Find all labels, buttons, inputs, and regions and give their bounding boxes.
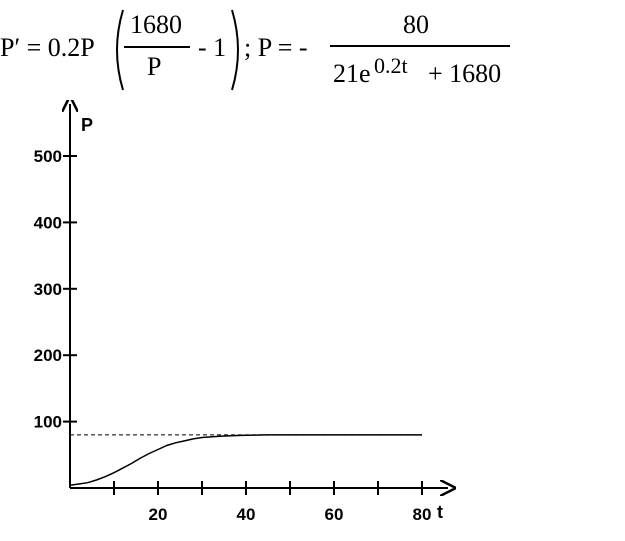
x-tick-label: 20 [149,505,168,524]
fraction1-bar [124,46,190,48]
y-tick-label: 300 [34,280,62,299]
fraction2-denominator-tail: + 1680 [428,59,502,88]
equation: P′ = 0.2P 1680 P - 1 ; P = - 80 21e 0.2t… [0,0,625,100]
equation-lhs: P′ = 0.2P [0,33,95,62]
chart: t P 100 200 300 400 500 20 40 60 80 [34,100,625,524]
y-tick-label: 100 [34,413,62,432]
y-tick-label: 400 [34,213,62,232]
equation-separator: ; P = - [244,33,308,62]
fraction2-numerator: 80 [403,10,429,39]
left-paren [116,9,124,91]
x-tick-label: 80 [413,505,432,524]
fraction2-denominator-base: 21e [333,59,371,88]
series-line [69,434,422,487]
fraction2-bar [330,45,510,47]
minus-one: - 1 [198,33,227,62]
right-paren [231,9,239,91]
y-tick-label: 500 [34,147,62,166]
y-tick-label: 200 [34,346,62,365]
x-tick-label: 60 [325,505,344,524]
fraction1-numerator: 1680 [130,10,182,39]
x-axis-label: t [437,502,443,522]
y-axis-label: P [81,115,93,135]
fraction1-denominator: P [147,52,162,81]
x-tick-label: 40 [237,505,256,524]
fraction2-denominator-exponent: 0.2t [374,53,408,78]
